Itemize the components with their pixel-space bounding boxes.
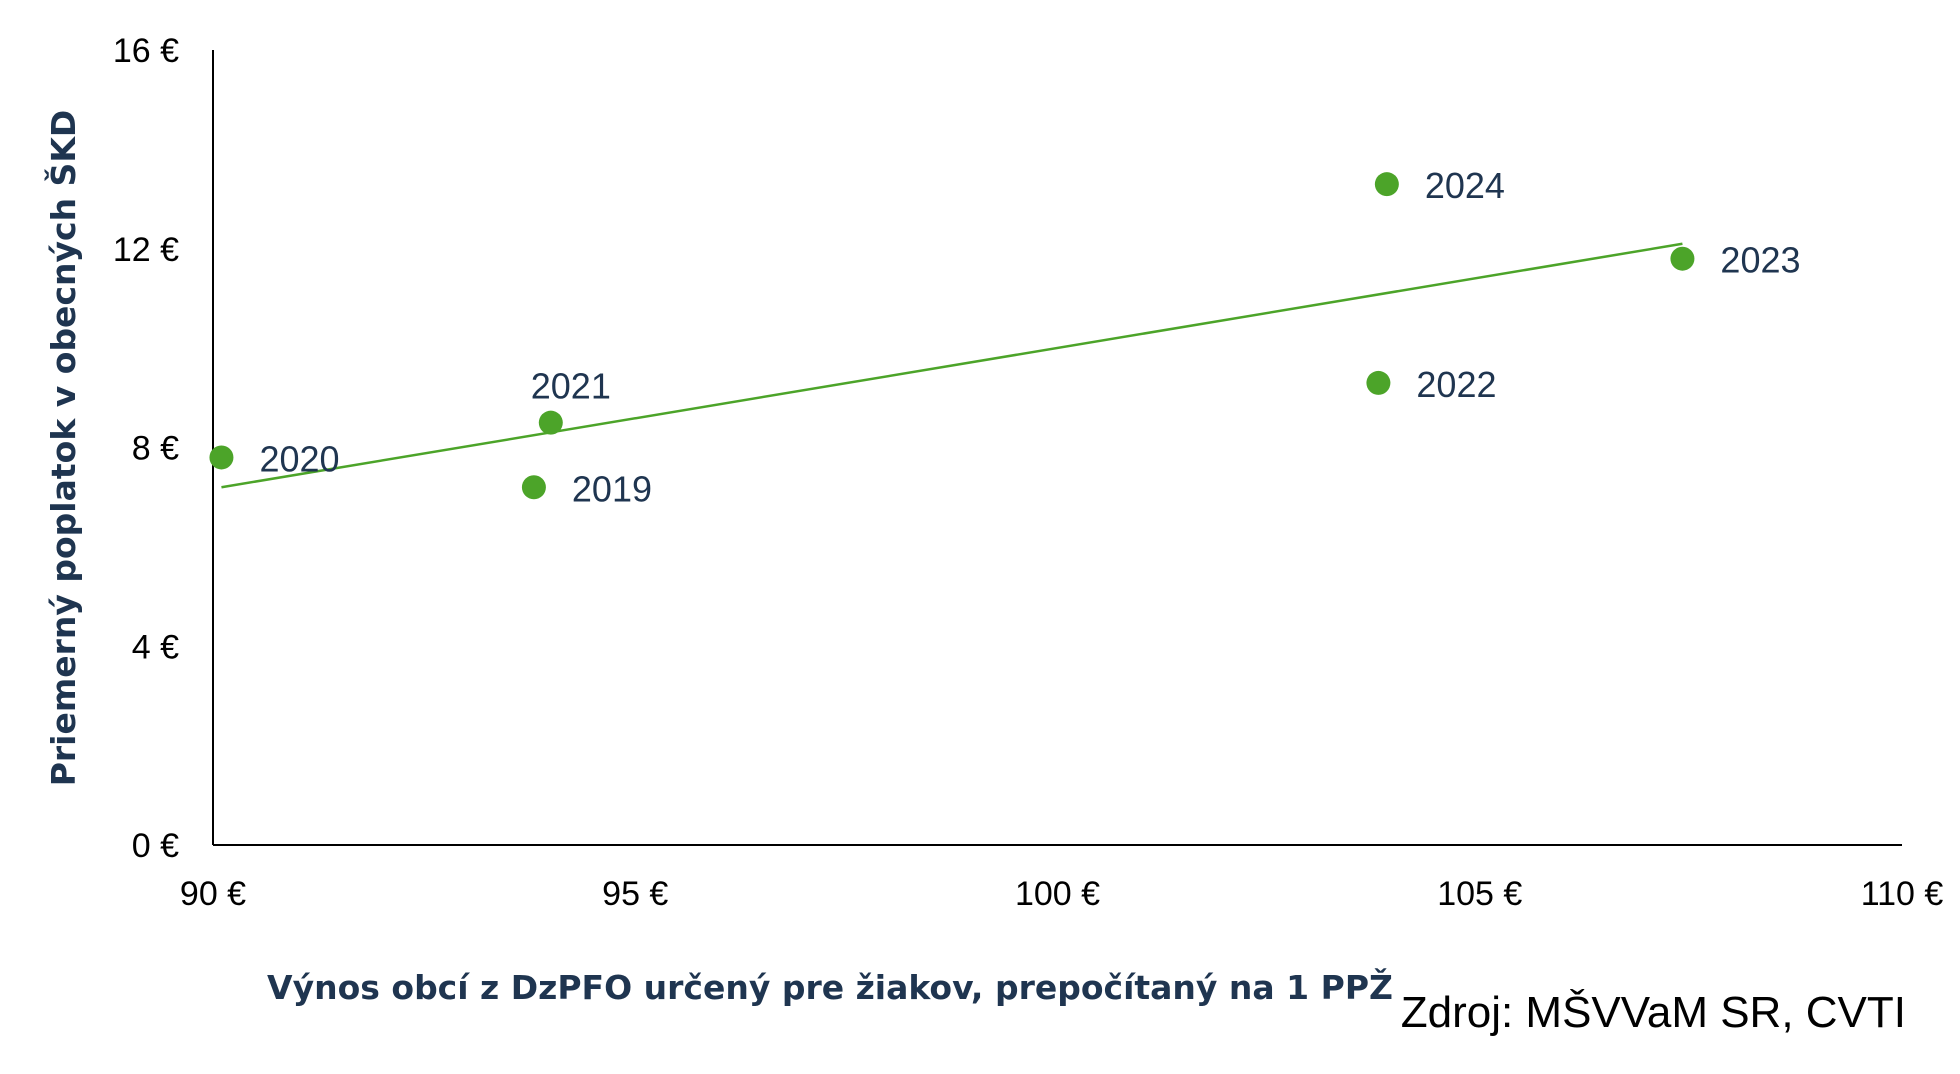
point-label-2022: 2022 bbox=[1416, 364, 1496, 405]
point-labels: 2019 2020 2021 2022 2023 2024 bbox=[259, 165, 1800, 509]
data-point-2021 bbox=[538, 410, 563, 435]
point-label-2021: 2021 bbox=[531, 366, 611, 407]
y-tick-label: 12 € bbox=[113, 231, 179, 269]
y-tick-label: 8 € bbox=[132, 430, 179, 468]
point-label-2023: 2023 bbox=[1720, 240, 1800, 281]
x-axis-title: Výnos obcí z DzPFO určený pre žiakov, pr… bbox=[267, 967, 1393, 1007]
x-tick-label: 110 € bbox=[1861, 875, 1944, 913]
x-tick-labels: 90 € 95 € 100 € 105 € 110 € bbox=[180, 875, 1943, 913]
source-note: Zdroj: MŠVVaM SR, CVTI bbox=[1400, 988, 1906, 1037]
axes bbox=[212, 50, 1902, 846]
y-tick-label: 4 € bbox=[132, 628, 179, 666]
data-point-2022 bbox=[1366, 370, 1391, 395]
y-tick-labels: 0 € 4 € 8 € 12 € 16 € bbox=[113, 32, 179, 865]
data-point-2020 bbox=[209, 445, 234, 470]
trendline bbox=[221, 242, 1683, 489]
x-tick-label: 95 € bbox=[602, 875, 668, 913]
data-point-2024 bbox=[1374, 172, 1399, 197]
point-label-2019: 2019 bbox=[572, 468, 652, 509]
data-point-2019 bbox=[521, 475, 546, 500]
y-tick-label: 16 € bbox=[113, 32, 179, 70]
trendline-group bbox=[221, 242, 1683, 489]
y-tick-label: 0 € bbox=[132, 827, 179, 865]
point-label-2020: 2020 bbox=[259, 438, 339, 479]
data-point-2023 bbox=[1670, 246, 1695, 271]
point-label-2024: 2024 bbox=[1425, 165, 1505, 206]
data-points bbox=[209, 172, 1695, 500]
x-tick-label: 90 € bbox=[180, 875, 246, 913]
x-tick-label: 100 € bbox=[1015, 875, 1100, 913]
y-axis-title: Priemerný poplatok v obecných ŠKD bbox=[43, 110, 83, 787]
x-tick-label: 105 € bbox=[1437, 875, 1522, 913]
